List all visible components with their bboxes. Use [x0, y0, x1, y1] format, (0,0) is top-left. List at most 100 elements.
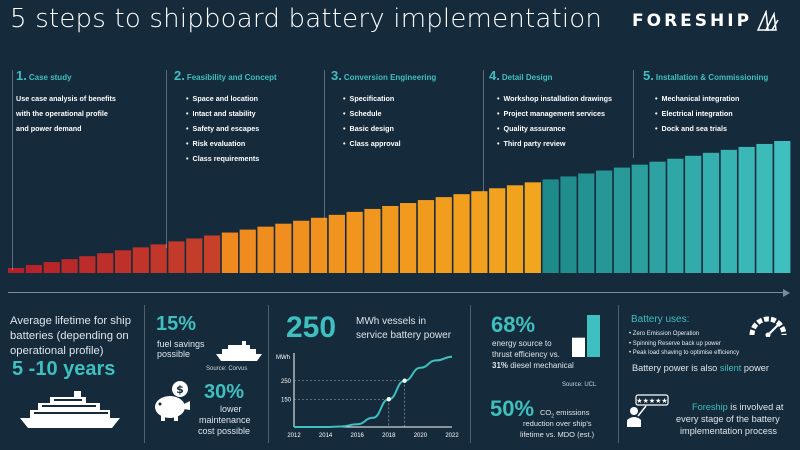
bar	[560, 176, 577, 273]
list-item: Electrical integration	[655, 106, 768, 121]
list-item: Dock and sea trials	[655, 121, 768, 136]
list-item: Specification	[343, 91, 436, 106]
gauge-icon	[749, 316, 787, 337]
bar	[61, 259, 78, 273]
lifetime-text: Average lifetime for ship batteries (dep…	[10, 315, 131, 357]
timeline-line	[8, 292, 788, 293]
step-2-line	[166, 70, 167, 248]
x-tick-label: 2016	[351, 433, 365, 439]
bar-small	[572, 337, 585, 357]
maintenance-label-1: lower	[220, 404, 242, 414]
battery-power-chart: MWh 2012 2014 2016 2018 2020 2022 250 150	[276, 353, 459, 439]
bar	[132, 247, 149, 273]
energy-diesel-value: 31%	[492, 361, 509, 370]
fuel-source: Source: Corvus	[206, 366, 248, 372]
review-person-icon: ★★★★★	[627, 394, 669, 427]
involved-line-1: Foreship is involved at	[692, 402, 784, 412]
bar	[364, 208, 381, 273]
step-number: 3.	[331, 68, 342, 83]
step-1: 1. Case study Use case analysis of benef…	[16, 68, 116, 136]
x-tick-label: 2014	[319, 433, 333, 439]
step-title: Case study	[28, 73, 72, 82]
list-item: Risk evaluation	[186, 136, 277, 151]
efficiency-bars	[572, 315, 600, 357]
step-5: 5. Installation & Commissioning Mechanic…	[643, 68, 768, 136]
lifetime-value: 5 -10 years	[12, 358, 116, 380]
step-title: Feasibility and Concept	[186, 73, 277, 82]
page-title: 5 steps to shipboard battery implementat…	[10, 4, 603, 34]
step-title: Detail Design	[501, 73, 553, 82]
list-item: Class requirements	[186, 151, 277, 166]
bar	[435, 197, 452, 273]
step-items: Space and location Intact and stability …	[186, 91, 277, 166]
ship-icon	[216, 341, 262, 361]
bar	[114, 250, 132, 273]
list-item: • Spinning Reserve back up power	[629, 340, 721, 347]
energy-line-3: 31% diesel mechanical	[492, 361, 574, 370]
step-title: Installation & Commissioning	[655, 73, 769, 82]
bar	[239, 229, 256, 273]
foreship-logo: FORESHIP	[632, 10, 780, 32]
list-item: Class approval	[343, 136, 436, 151]
list-item: Schedule	[343, 106, 436, 121]
svg-text:★★★★★: ★★★★★	[636, 397, 667, 405]
maintenance-label-2: maintenance	[199, 415, 251, 425]
step-2: 2. Feasibility and Concept Space and loc…	[174, 68, 277, 166]
list-item: Mechanical integration	[655, 91, 768, 106]
bar	[649, 161, 666, 273]
bar	[667, 158, 684, 273]
list-item: Safety and escapes	[186, 121, 277, 136]
x-tick-label: 2012	[287, 433, 301, 439]
bar	[738, 146, 755, 273]
co2-line-3: lifetime vs. MDO (est.)	[520, 430, 595, 439]
bar	[43, 262, 60, 273]
list-item: Space and location	[186, 91, 277, 106]
bar	[346, 211, 363, 273]
y-tick-label: 150	[281, 397, 292, 403]
bar	[221, 232, 239, 273]
divider	[470, 305, 471, 443]
y-tick-label: 250	[281, 379, 292, 385]
fuel-savings-value: 15%	[156, 313, 197, 335]
bar	[382, 205, 399, 273]
list-item: Workshop installation drawings	[497, 91, 613, 106]
bar	[293, 220, 310, 273]
fuel-savings-label-1: fuel savings	[157, 339, 205, 349]
list-item: • Zero Emission Operation	[629, 331, 700, 337]
bar	[720, 149, 737, 273]
list-item: Intact and stability	[186, 106, 277, 121]
logo-text: FORESHIP	[632, 11, 753, 31]
vessels-label-1: MWh vessels in	[356, 316, 427, 327]
arrow-right-icon	[783, 289, 790, 297]
bar	[524, 182, 541, 273]
list-item: Third party review	[497, 136, 612, 151]
divider	[144, 305, 145, 443]
energy-line-1: energy source to	[492, 339, 552, 348]
bar	[596, 170, 613, 273]
cruise-ship-icon	[20, 391, 120, 428]
sail-icon	[756, 10, 779, 31]
bar	[489, 188, 506, 273]
x-tick-label: 2022	[445, 433, 459, 439]
step-items: Specification Schedule Basic design Clas…	[343, 91, 436, 151]
bar	[756, 143, 773, 273]
bar	[685, 155, 702, 273]
step-4: 4. Detail Design Workshop installation d…	[489, 68, 612, 151]
bar	[204, 235, 221, 273]
bar	[8, 268, 25, 273]
step-5-line	[633, 70, 634, 158]
bar	[168, 241, 185, 273]
bar	[471, 191, 488, 273]
co2-line-1: CO2 emissions	[540, 408, 590, 420]
list-item: • Peak load shaving to optimise efficien…	[629, 350, 740, 356]
step-items: Mechanical integration Electrical integr…	[655, 91, 768, 136]
bar-large	[587, 315, 600, 357]
bar	[186, 238, 203, 273]
step-1-line	[12, 70, 13, 270]
step-number: 5.	[643, 68, 654, 83]
bar	[328, 214, 345, 273]
data-point	[386, 397, 391, 402]
co2-value: 50%	[490, 396, 535, 421]
series-line	[294, 355, 453, 428]
bar	[506, 185, 524, 273]
